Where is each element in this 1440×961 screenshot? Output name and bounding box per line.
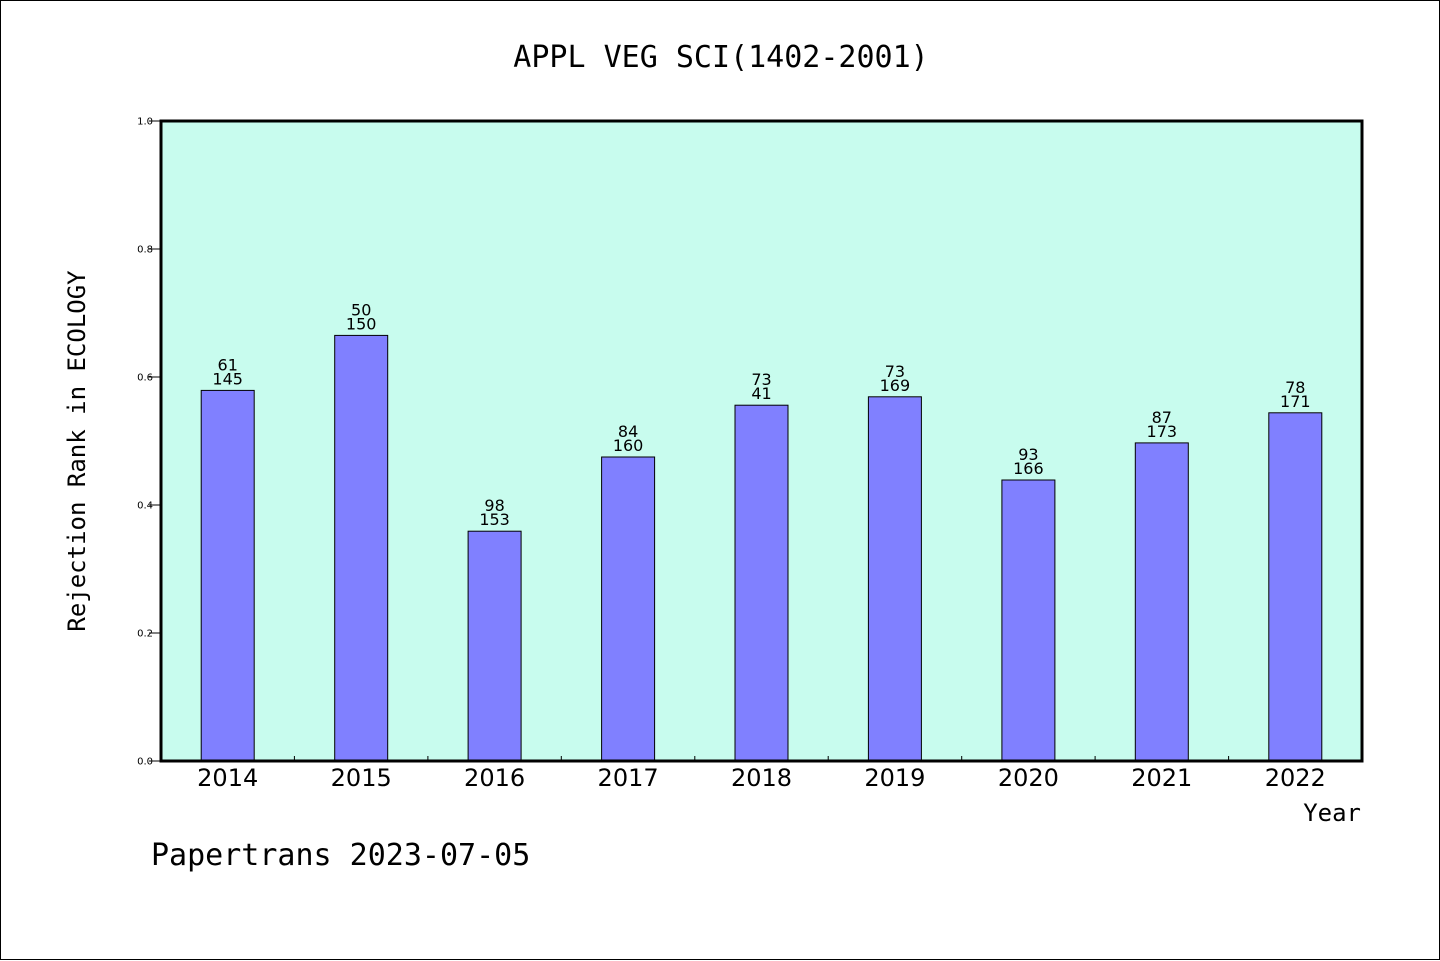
y-tick-label: 0.0 (137, 757, 153, 768)
x-axis-label: Year (1303, 799, 1361, 827)
bar-2022 (1268, 412, 1323, 762)
bar-label-bottom-2018: 41 (751, 384, 771, 403)
x-tick-label-2022: 2022 (1265, 764, 1326, 792)
bar-label-bottom-2022: 171 (1280, 392, 1311, 411)
chart-title: APPL VEG SCI(1402-2001) (513, 40, 928, 75)
bar-label-top-2019: 73 (885, 362, 905, 381)
bar-2016 (467, 530, 522, 762)
bar-2015 (334, 334, 389, 762)
bar-label-top-2018: 73 (751, 370, 771, 389)
bar-label-bottom-2021: 173 (1147, 422, 1178, 441)
bar-label-bottom-2015: 150 (346, 314, 377, 333)
x-tick-label-2015: 2015 (331, 764, 392, 792)
x-tick-label-2017: 2017 (598, 764, 659, 792)
y-axis-ticks: 0.0 0.2 0.4 0.6 0.8 1.0 (137, 117, 161, 768)
y-tick-label: 0.2 (137, 629, 153, 640)
footer-text: Papertrans 2023-07-05 (151, 838, 530, 873)
bar-label-top-2021: 87 (1152, 408, 1172, 427)
bar-label-top-2014: 61 (218, 355, 238, 374)
y-tick-label: 0.4 (137, 501, 153, 512)
y-tick-label: 0.8 (137, 245, 153, 256)
bar-label-top-2022: 78 (1285, 378, 1305, 397)
bar-2014 (200, 389, 255, 762)
bar-2019 (867, 396, 922, 762)
bar-label-bottom-2014: 145 (212, 369, 243, 388)
bar-label-bottom-2019: 169 (880, 376, 911, 395)
x-axis-ticks: 2014 2015 2016 2017 2018 2019 2020 2021 2022 (197, 756, 1326, 792)
x-tick-label-2020: 2020 (998, 764, 1059, 792)
bar-label-top-2015: 50 (351, 300, 371, 319)
bars-group (200, 334, 1323, 762)
bar-2020 (1001, 479, 1056, 762)
bar-2021 (1134, 442, 1189, 762)
bar-2017 (601, 456, 656, 762)
x-tick-label-2016: 2016 (464, 764, 525, 792)
x-tick-label-2021: 2021 (1131, 764, 1192, 792)
bar-2018 (734, 404, 789, 762)
bar-label-top-2020: 93 (1018, 445, 1038, 464)
bar-label-bottom-2017: 160 (613, 436, 644, 455)
x-tick-label-2018: 2018 (731, 764, 792, 792)
bar-label-top-2017: 84 (618, 422, 638, 441)
y-tick-label: 1.0 (137, 117, 153, 128)
x-tick-label-2014: 2014 (197, 764, 258, 792)
bar-label-top-2016: 98 (484, 496, 504, 515)
bar-label-bottom-2016: 153 (479, 510, 510, 529)
x-tick-label-2019: 2019 (864, 764, 925, 792)
bar-labels-group: 6114550150981538416073417316993166871737… (212, 300, 1310, 529)
bar-label-bottom-2020: 166 (1013, 459, 1044, 478)
y-tick-label: 0.6 (137, 373, 153, 384)
plot-frame (159, 119, 1364, 763)
y-axis-label: Rejection Rank in ECOLOGY (63, 270, 91, 632)
